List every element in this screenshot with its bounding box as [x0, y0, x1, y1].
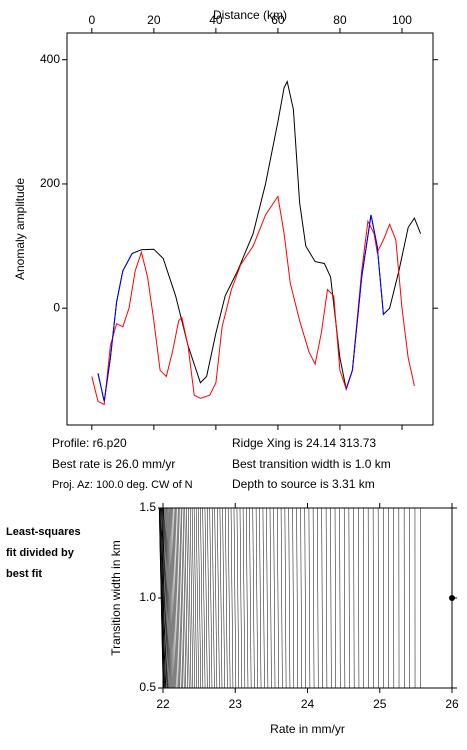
- contour-line: [256, 508, 258, 688]
- info-text: Proj. Az: 100.0 deg. CW of N: [52, 479, 193, 491]
- y-tick-label: 1.0: [139, 590, 156, 604]
- contour-line: [289, 508, 290, 688]
- contour-line: [349, 508, 350, 688]
- series-line: [92, 196, 415, 404]
- x-tick-label: 26: [445, 697, 459, 711]
- series-line: [98, 82, 421, 402]
- contour-line: [363, 508, 364, 688]
- y-tick-label: 400: [40, 52, 60, 66]
- contour-line: [237, 508, 239, 688]
- contour-line: [277, 508, 278, 688]
- note: fit divided by: [6, 547, 75, 559]
- x-tick-label: 22: [156, 697, 170, 711]
- contour-line: [285, 508, 286, 688]
- contour-line: [200, 508, 202, 688]
- contour-line: [180, 508, 183, 688]
- x-axis-label: Rate in mm/yr: [270, 722, 345, 736]
- contour-line: [183, 508, 186, 688]
- contour-line: [335, 508, 336, 688]
- contour-line: [175, 508, 178, 688]
- contour-line: [305, 508, 306, 688]
- plot-frame: [67, 33, 433, 425]
- contour-line: [340, 508, 341, 688]
- info-text: Best transition width is 1.0 km: [232, 457, 391, 471]
- contour-line: [326, 508, 327, 688]
- contour-line: [215, 508, 217, 688]
- y-axis-label: Transition width in km: [109, 540, 123, 656]
- contour-line: [317, 508, 318, 688]
- info-text: Ridge Xing is 24.14 313.73: [232, 436, 376, 450]
- x-tick-label: 20: [147, 13, 161, 27]
- contour-line: [181, 508, 184, 688]
- y-axis-label: Anomaly amplitude: [13, 178, 27, 280]
- x-tick-label: 24: [301, 697, 315, 711]
- contour-line: [198, 508, 200, 688]
- contour-line: [203, 508, 205, 688]
- y-tick-label: 200: [40, 176, 60, 190]
- contour-line: [225, 508, 227, 688]
- x-tick-label: 0: [88, 13, 95, 27]
- contour-line: [240, 508, 242, 688]
- contour-line: [223, 508, 225, 688]
- contour-line: [178, 508, 181, 688]
- x-tick-label: 25: [373, 697, 387, 711]
- contour-line: [270, 508, 271, 688]
- y-tick-label: 0: [53, 300, 60, 314]
- y-tick-label: 1.5: [139, 500, 156, 514]
- contour-line: [231, 508, 233, 688]
- note: Least-squares: [6, 526, 81, 538]
- note: best fit: [6, 568, 42, 580]
- contour-line: [313, 508, 314, 688]
- contour-line: [331, 508, 332, 688]
- x-axis-label: Distance (km): [213, 8, 287, 22]
- contour-line: [243, 508, 245, 688]
- contour-line: [322, 508, 323, 688]
- contour-line: [293, 508, 294, 688]
- contour-line: [253, 508, 255, 688]
- x-tick-label: 100: [392, 13, 412, 27]
- x-tick-label: 80: [333, 13, 347, 27]
- y-tick-label: 0.5: [139, 680, 156, 694]
- contour-line: [234, 508, 236, 688]
- contour-line: [217, 508, 219, 688]
- best-fit-point: [449, 595, 455, 601]
- contour-line: [344, 508, 345, 688]
- contour-line: [210, 508, 212, 688]
- contour-line: [249, 508, 251, 688]
- contour-line: [274, 508, 275, 688]
- contour-line: [212, 508, 214, 688]
- contour-line: [207, 508, 209, 688]
- contour-line: [246, 508, 248, 688]
- contour-line: [259, 508, 261, 688]
- contour-line: [358, 508, 359, 688]
- contour-line: [266, 508, 267, 688]
- contour-line: [177, 508, 180, 688]
- contour-line: [301, 508, 302, 688]
- info-text: Depth to source is 3.31 km: [232, 477, 375, 491]
- contour-line: [228, 508, 230, 688]
- info-text: Best rate is 26.0 mm/yr: [52, 457, 175, 471]
- contour-line: [309, 508, 310, 688]
- x-tick-label: 23: [229, 697, 243, 711]
- contour-line: [205, 508, 207, 688]
- contour-line: [297, 508, 298, 688]
- contour-line: [281, 508, 282, 688]
- contour-line: [354, 508, 355, 688]
- contour-line: [263, 508, 265, 688]
- contour-line: [220, 508, 222, 688]
- info-text: Profile: r6.p20: [52, 436, 127, 450]
